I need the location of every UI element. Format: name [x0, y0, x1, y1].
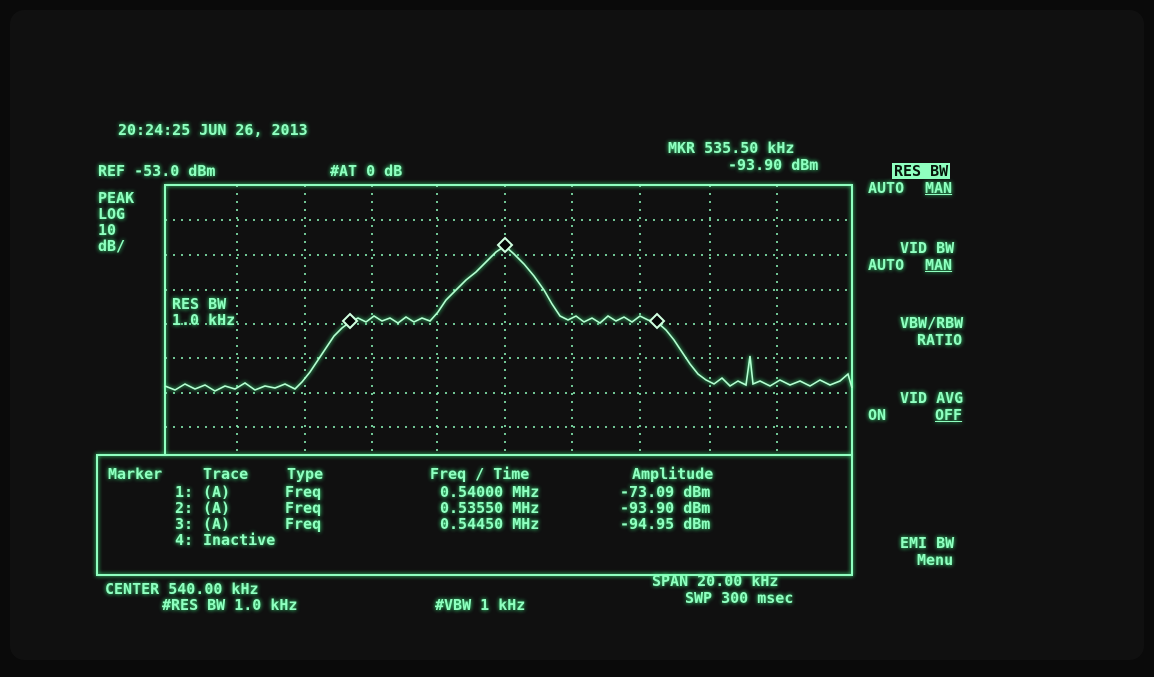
softkey-sublabel: Menu — [917, 551, 954, 569]
span: SPAN 20.00 kHz — [652, 572, 779, 590]
table-cell: 2: — [175, 499, 194, 517]
softkey-option: ON — [868, 406, 887, 424]
softkey-label: EMI BW — [900, 534, 955, 552]
bezel — [10, 10, 1144, 660]
softkey-sublabel: RATIO — [917, 331, 963, 349]
graticule-text: 1.0 kHz — [172, 311, 236, 329]
softkey-label: VID BW — [900, 239, 955, 257]
table-cell: 0.54450 MHz — [440, 515, 540, 533]
softkey-option: MAN — [925, 256, 953, 274]
table-cell: Freq — [285, 515, 322, 533]
table-cell: -94.95 dBm — [620, 515, 711, 533]
softkey-option: MAN — [925, 179, 953, 197]
scale-text: PEAK — [98, 189, 135, 207]
marker-diamonds — [341, 236, 666, 330]
scale-text: 10 — [98, 221, 117, 239]
marker-amplitude: -93.90 dBm — [728, 156, 819, 174]
softkey-label: VID AVG — [900, 389, 964, 407]
table-cell: 0.53550 MHz — [440, 499, 540, 517]
vbw: #VBW 1 kHz — [435, 596, 526, 614]
timestamp: 20:24:25 JUN 26, 2013 — [118, 121, 308, 139]
table-cell: Freq — [285, 483, 322, 501]
table-cell: Freq — [285, 499, 322, 517]
graticule-text: RES BW — [172, 295, 227, 313]
res-bw: #RES BW 1.0 kHz — [162, 596, 298, 614]
table-cell: (A) — [203, 515, 231, 533]
softkey-label: VBW/RBW — [900, 314, 964, 332]
table-header: Type — [287, 465, 324, 483]
softkey-option: OFF — [935, 406, 963, 424]
graticule-label: RES BW 1.0 kHz — [172, 296, 235, 328]
sweep-time: SWP 300 msec — [685, 589, 794, 607]
attenuation: #AT 0 dB — [330, 162, 403, 180]
scale-text: LOG — [98, 205, 126, 223]
table-cell: 1: — [175, 483, 194, 501]
spectrum-trace — [164, 244, 853, 392]
softkey-option: AUTO — [868, 256, 905, 274]
marker-table-box — [96, 454, 853, 576]
scale-text: dB/ — [98, 237, 126, 255]
softkey-label: RES BW — [892, 162, 951, 180]
table-header: Trace — [203, 465, 249, 483]
table-cell: (A) — [203, 499, 231, 517]
table-cell: 3: — [175, 515, 194, 533]
table-cell: -93.90 dBm — [620, 499, 711, 517]
table-cell: 4: — [175, 531, 194, 549]
softkey-option: AUTO — [868, 179, 905, 197]
table-cell: 0.54000 MHz — [440, 483, 540, 501]
table-header: Freq / Time — [430, 465, 530, 483]
table-header: Amplitude — [632, 465, 714, 483]
table-cell: -73.09 dBm — [620, 483, 711, 501]
center-frequency: CENTER 540.00 kHz — [105, 580, 259, 598]
table-header: Marker — [108, 465, 163, 483]
graticule-border — [164, 184, 853, 456]
marker-frequency: MKR 535.50 kHz — [668, 139, 795, 157]
grid — [165, 185, 852, 455]
scale-block: PEAK LOG 10 dB/ — [98, 190, 134, 254]
table-cell: (A) — [203, 483, 231, 501]
reference-level: REF -53.0 dBm — [98, 162, 216, 180]
table-cell: Inactive — [203, 531, 276, 549]
